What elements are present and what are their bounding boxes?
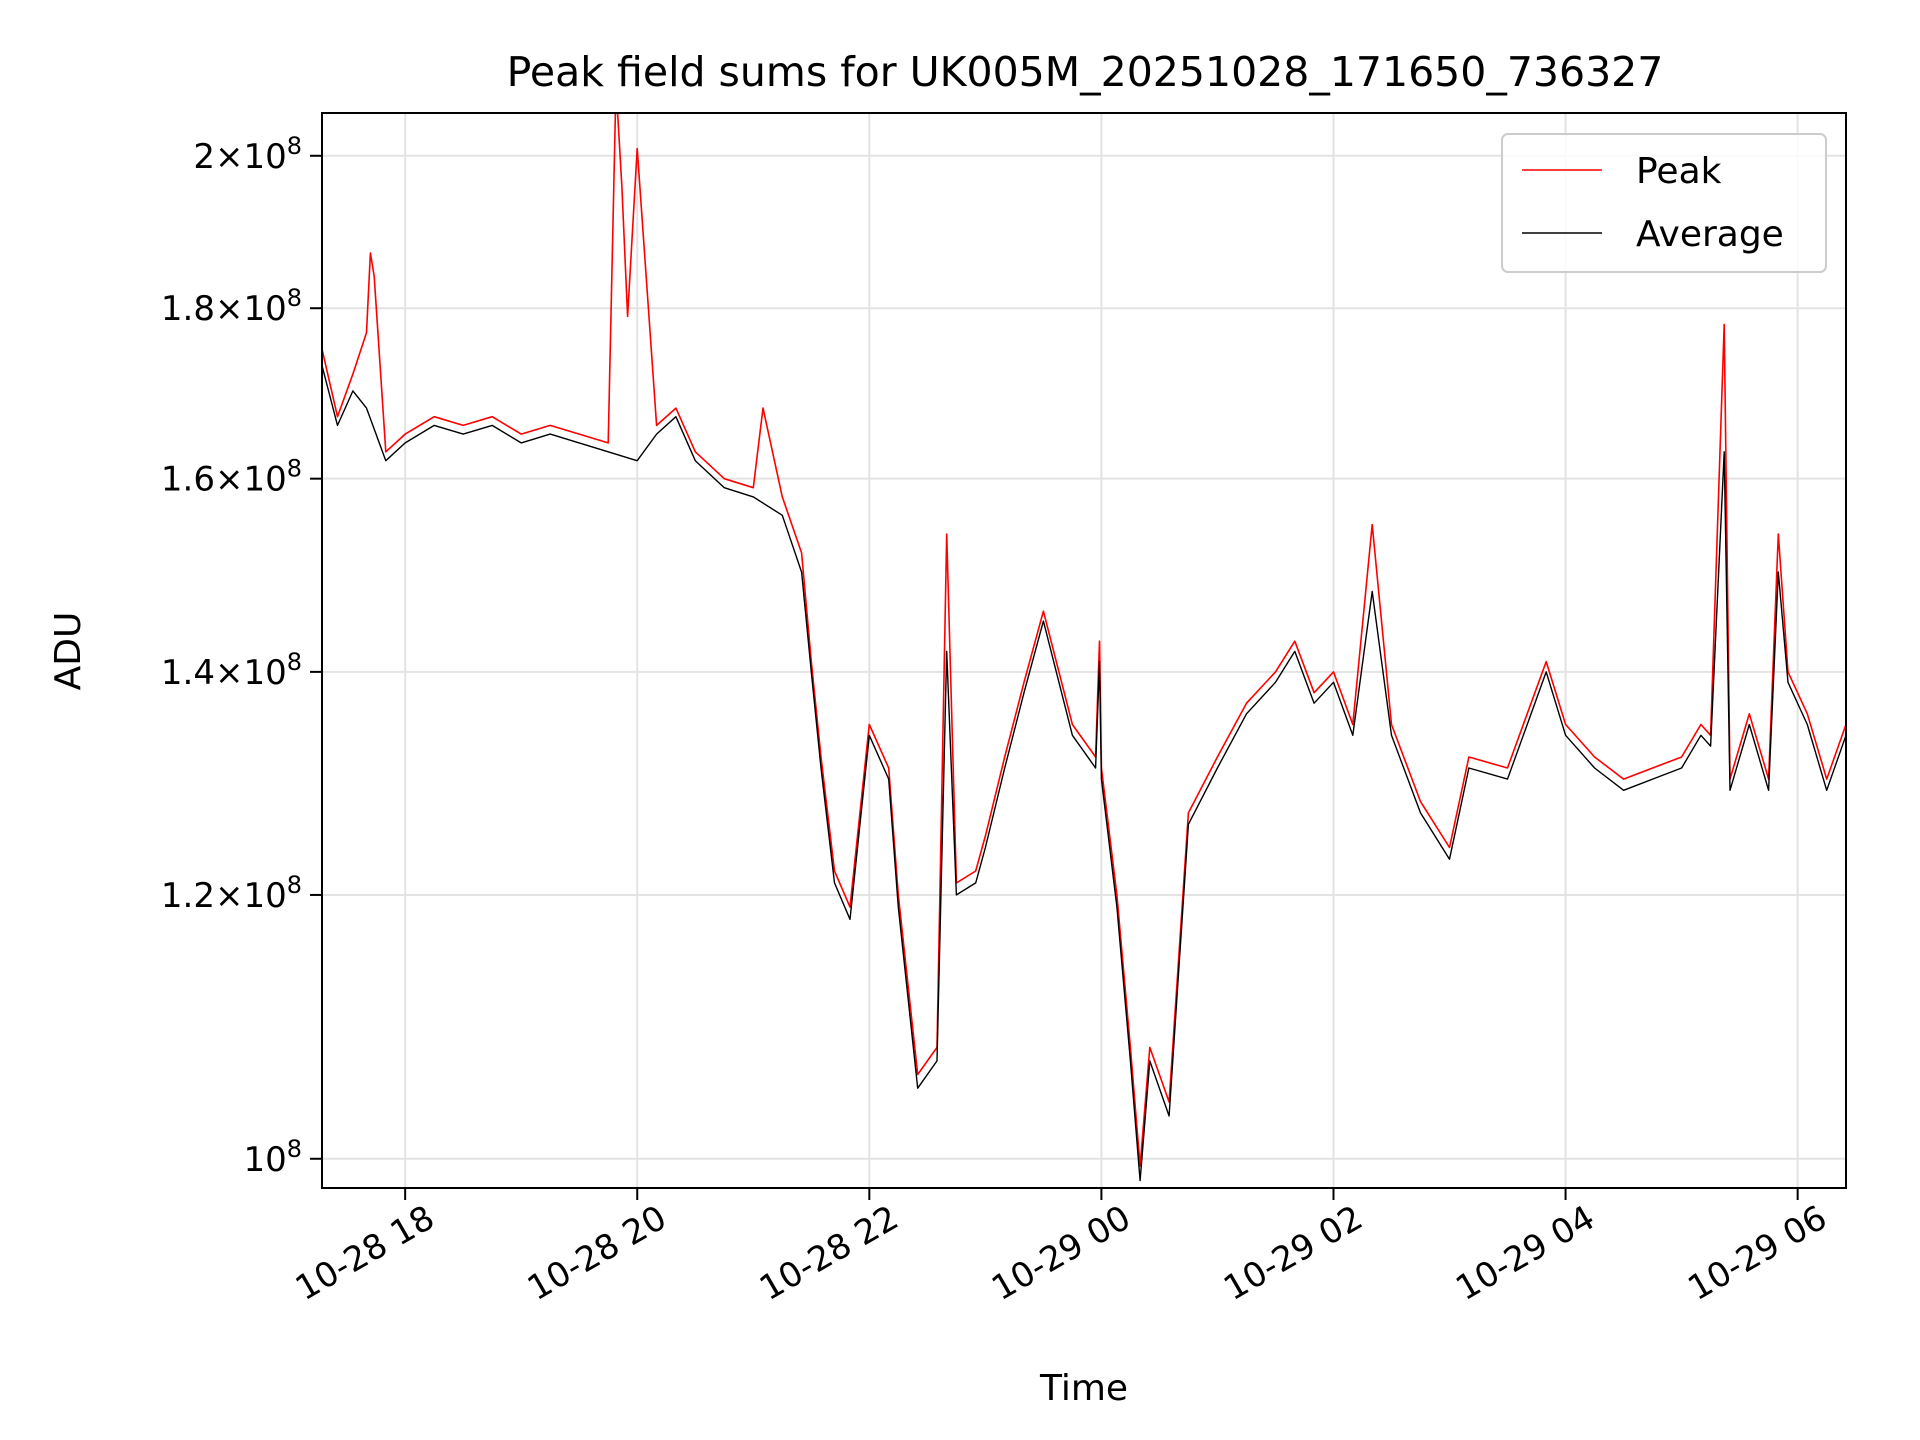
y-tick-mantissa: 1.8 bbox=[161, 289, 215, 329]
y-tick-mantissa: 1.6 bbox=[161, 460, 215, 500]
y-tick-label: 1.8×108 bbox=[161, 284, 302, 329]
y-axis-label: ADU bbox=[48, 612, 89, 691]
y-tick-label: 1.6×108 bbox=[161, 455, 302, 500]
y-tick-times: × bbox=[215, 876, 244, 916]
y-tick-times: × bbox=[215, 289, 244, 329]
y-tick-label: 1.2×108 bbox=[161, 871, 302, 916]
y-tick-base: 10 bbox=[243, 289, 286, 329]
chart-title: Peak field sums for UK005M_20251028_1716… bbox=[507, 48, 1664, 96]
legend-box bbox=[1501, 133, 1827, 273]
y-tick-exponent: 8 bbox=[287, 871, 302, 899]
series-line-average bbox=[322, 365, 1846, 1182]
x-axis-label: Time bbox=[1039, 1368, 1128, 1409]
plot-frame bbox=[321, 112, 1847, 1189]
y-tick-times: × bbox=[215, 653, 244, 693]
y-tick-base: 10 bbox=[243, 876, 286, 916]
series-line-peak bbox=[322, 113, 1846, 1167]
y-tick-times: × bbox=[215, 460, 244, 500]
y-tick-mantissa: 2 bbox=[193, 137, 215, 177]
y-tick-exponent: 8 bbox=[287, 648, 302, 676]
y-tick-label: 108 bbox=[243, 1135, 302, 1180]
y-tick-base: 10 bbox=[243, 1140, 286, 1180]
plot-series bbox=[322, 113, 1846, 1182]
y-tick-times: × bbox=[215, 137, 244, 177]
y-tick-exponent: 8 bbox=[287, 284, 302, 312]
y-tick-label: 2×108 bbox=[193, 132, 302, 177]
y-tick-exponent: 8 bbox=[287, 1135, 302, 1163]
grid bbox=[322, 113, 1846, 1188]
y-tick-base: 10 bbox=[243, 460, 286, 500]
y-tick-mantissa: 1.2 bbox=[161, 876, 215, 916]
y-tick-base: 10 bbox=[243, 653, 286, 693]
legend-label-average: Average bbox=[1636, 214, 1784, 255]
legend-label-peak: Peak bbox=[1636, 151, 1722, 192]
legend: Peak Average bbox=[1501, 133, 1827, 273]
y-tick-exponent: 8 bbox=[287, 132, 302, 160]
y-tick-mantissa: 1.4 bbox=[161, 653, 215, 693]
y-tick-base: 10 bbox=[243, 137, 286, 177]
y-tick-exponent: 8 bbox=[287, 455, 302, 483]
y-tick-label: 1.4×108 bbox=[161, 648, 302, 693]
